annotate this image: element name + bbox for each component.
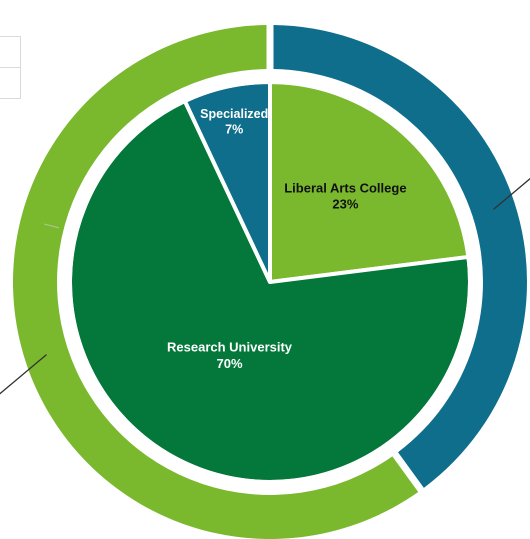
callout-leader-lines [0, 177, 530, 395]
inner-label-liberal-arts-college-value: 23% [332, 197, 358, 212]
inner-pie-border [68, 80, 472, 484]
cropped-cell-bottom [0, 67, 21, 99]
inner-label-liberal-arts-college-name: Liberal Arts College [284, 180, 406, 195]
inner-label-liberal-arts-college: Liberal Arts College 23% [284, 180, 406, 211]
inner-pie [68, 80, 472, 484]
inner-label-specialized-name: Specialized [200, 107, 268, 121]
leader-line-public [0, 354, 47, 395]
inner-label-specialized: Specialized 7% [200, 107, 268, 137]
ring-tick-mark [44, 223, 59, 229]
inner-label-research-university-name: Research University [167, 340, 293, 355]
leader-line-private [493, 177, 530, 210]
inner-label-research-university-value: 70% [217, 356, 243, 371]
outer-ring [12, 25, 528, 539]
slice-labels: Liberal Arts College 23% Research Universi… [167, 107, 407, 371]
outer-slice-private [273, 25, 528, 488]
inner-label-research-university: Research University 70% [167, 340, 293, 371]
outer-slice-public [12, 25, 419, 539]
cropped-cell-top [0, 36, 21, 68]
inner-label-specialized-value: 7% [225, 123, 243, 137]
